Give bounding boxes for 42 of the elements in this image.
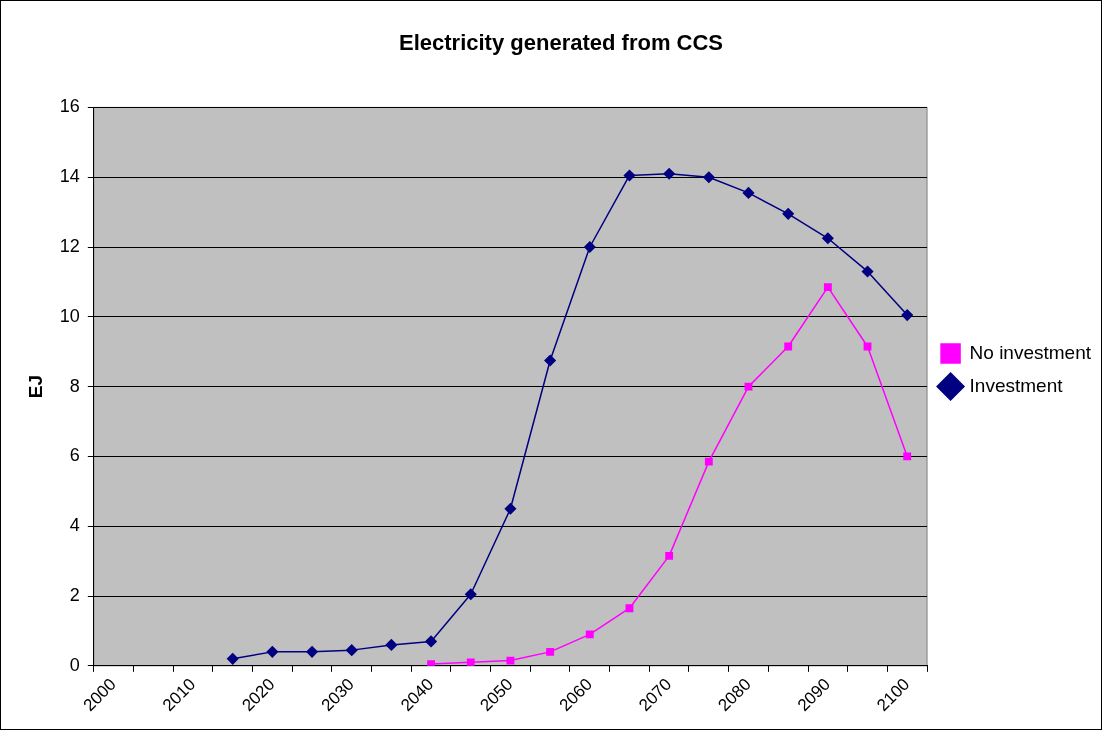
point	[306, 646, 318, 658]
point	[901, 309, 913, 321]
point	[506, 656, 515, 665]
point	[823, 283, 832, 292]
point	[822, 232, 834, 245]
point	[345, 644, 358, 656]
y-tick-label: 0	[69, 654, 80, 675]
y-tick-label: 4	[69, 515, 80, 536]
y-tick-label: 8	[69, 375, 80, 396]
legend-label: No investment	[969, 341, 1092, 363]
y-tick-label: 14	[59, 166, 80, 187]
point	[584, 241, 596, 253]
point	[861, 265, 874, 278]
point	[544, 354, 556, 367]
point	[226, 653, 239, 665]
point	[623, 169, 636, 182]
y-tick-label: 16	[59, 96, 80, 117]
point	[504, 503, 517, 515]
point	[425, 635, 437, 648]
y-tick-label: 10	[59, 305, 80, 326]
point	[385, 639, 398, 651]
point	[782, 208, 794, 220]
point	[744, 382, 753, 391]
legend-label: Investment	[969, 374, 1064, 396]
point	[703, 171, 715, 183]
point	[585, 630, 594, 639]
point	[903, 452, 912, 461]
point	[466, 658, 475, 666]
y-tick-label: 12	[59, 235, 80, 256]
point	[546, 647, 555, 656]
point	[266, 646, 279, 658]
point	[625, 604, 634, 613]
y-axis-title: EJ	[24, 374, 46, 399]
point	[665, 551, 674, 560]
point	[465, 588, 477, 601]
point	[663, 167, 675, 180]
point	[742, 187, 755, 199]
point	[704, 457, 713, 466]
y-tick-label: 6	[69, 445, 80, 466]
chart-title: Electricity generated from CCS	[399, 30, 723, 56]
y-tick-label: 2	[69, 585, 80, 605]
point	[784, 342, 793, 351]
